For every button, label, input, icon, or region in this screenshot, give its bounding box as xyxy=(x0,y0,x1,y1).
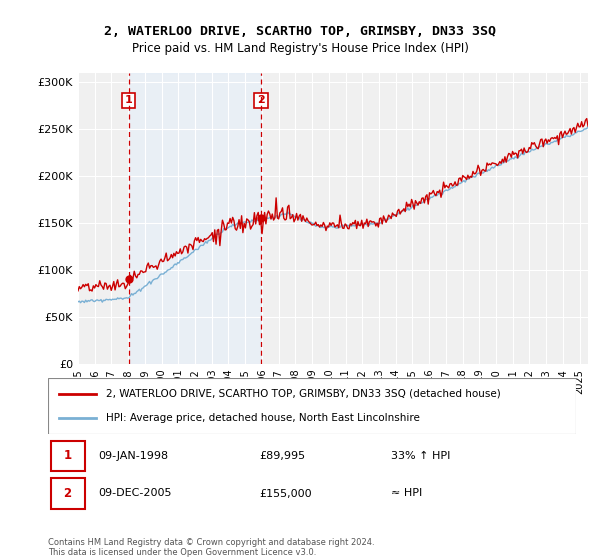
Text: £89,995: £89,995 xyxy=(259,451,305,461)
FancyBboxPatch shape xyxy=(50,441,85,471)
Bar xyxy=(129,73,261,364)
Text: 2: 2 xyxy=(257,95,265,105)
Text: 1: 1 xyxy=(64,449,71,462)
Text: £155,000: £155,000 xyxy=(259,488,312,498)
Text: 33% ↑ HPI: 33% ↑ HPI xyxy=(391,451,451,461)
Text: 09-JAN-1998: 09-JAN-1998 xyxy=(98,451,168,461)
Text: 2, WATERLOO DRIVE, SCARTHO TOP, GRIMSBY, DN33 3SQ (detached house): 2, WATERLOO DRIVE, SCARTHO TOP, GRIMSBY,… xyxy=(106,389,501,399)
Text: Price paid vs. HM Land Registry's House Price Index (HPI): Price paid vs. HM Land Registry's House … xyxy=(131,42,469,55)
Text: HPI: Average price, detached house, North East Lincolnshire: HPI: Average price, detached house, Nort… xyxy=(106,413,420,423)
FancyBboxPatch shape xyxy=(48,378,576,434)
Text: 2: 2 xyxy=(64,487,71,500)
Text: Contains HM Land Registry data © Crown copyright and database right 2024.
This d: Contains HM Land Registry data © Crown c… xyxy=(48,538,374,557)
FancyBboxPatch shape xyxy=(50,478,85,508)
Text: 2, WATERLOO DRIVE, SCARTHO TOP, GRIMSBY, DN33 3SQ: 2, WATERLOO DRIVE, SCARTHO TOP, GRIMSBY,… xyxy=(104,25,496,38)
Text: 1: 1 xyxy=(125,95,133,105)
Text: 09-DEC-2005: 09-DEC-2005 xyxy=(98,488,172,498)
Text: ≈ HPI: ≈ HPI xyxy=(391,488,422,498)
